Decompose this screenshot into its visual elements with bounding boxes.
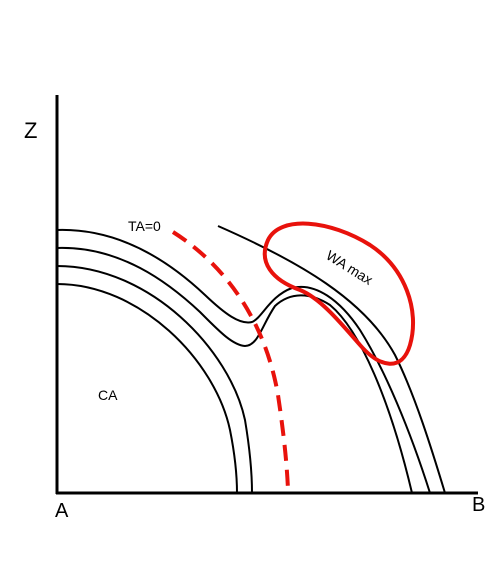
wa-max-loop <box>262 221 415 366</box>
ta-zero-line <box>171 230 290 491</box>
curve <box>56 228 431 494</box>
z-label: Z <box>24 118 37 143</box>
curve <box>56 283 238 494</box>
ca-label: CA <box>98 387 118 403</box>
a-label: A <box>55 500 69 522</box>
wa-label: WA max <box>323 247 375 288</box>
b-label: B <box>472 494 485 516</box>
curve <box>217 225 446 494</box>
ta-label: TA=0 <box>128 218 161 234</box>
curve <box>56 265 253 494</box>
